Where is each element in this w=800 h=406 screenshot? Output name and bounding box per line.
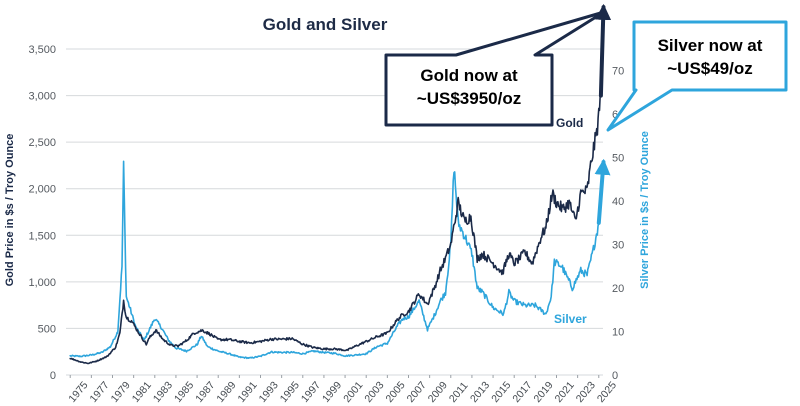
y-tick-label: 2,000 <box>28 184 56 196</box>
x-tick-label: 2001 <box>341 379 365 405</box>
y-axis-left: 0 500 1,000 1,500 2,000 2,500 3,000 3,500 <box>28 44 56 382</box>
y-tick-label: 1,500 <box>28 230 56 242</box>
x-axis: 1975197719791981198319851987198919911993… <box>66 375 619 405</box>
x-tick-label: 1993 <box>257 379 281 405</box>
grid-lines <box>66 48 603 376</box>
gold-line <box>69 94 602 365</box>
y-tick-label: 3,500 <box>28 44 56 56</box>
x-tick-label: 1997 <box>299 379 323 405</box>
x-tick-label: 1983 <box>151 379 175 405</box>
x-tick-label: 1995 <box>278 379 302 405</box>
gold-series-label: Gold <box>556 116 583 130</box>
x-tick-label: 1981 <box>130 379 154 405</box>
silver-callout-line-2: ~US$49/oz <box>667 59 753 78</box>
x-tick-label: 2013 <box>468 379 492 405</box>
gold-callout: Gold now at ~US$3950/oz <box>384 10 606 127</box>
y2-tick-label: 70 <box>612 66 624 78</box>
x-tick-label: 2023 <box>574 379 598 405</box>
x-tick-label: 2025 <box>595 379 619 405</box>
y-tick-label: 1,000 <box>28 277 56 289</box>
silver-recent-line <box>594 158 611 225</box>
silver-callout-bubble <box>606 20 788 132</box>
x-tick-label: 1985 <box>172 379 196 405</box>
y2-tick-label: 30 <box>612 240 624 252</box>
x-tick-label: 2011 <box>447 380 471 405</box>
gold-callout-bubble <box>384 10 606 127</box>
x-tick-label: 1977 <box>87 379 111 405</box>
silver-callout-line-1: Silver now at <box>658 36 763 55</box>
x-tick-label: 1989 <box>214 379 238 405</box>
y-tick-label: 3,000 <box>28 91 56 103</box>
x-tick-label: 2019 <box>531 379 555 405</box>
y-tick-label: 0 <box>50 370 56 382</box>
x-tick-label: 2009 <box>426 379 450 405</box>
x-tick-label: 2015 <box>489 379 513 405</box>
y-axis-right-label: Silver Price in $s / Troy Ounce <box>639 131 651 289</box>
x-tick-label: 2003 <box>362 379 386 405</box>
silver-callout: Silver now at ~US$49/oz <box>606 20 788 132</box>
y-tick-label: 500 <box>38 323 56 335</box>
silver-series-label: Silver <box>554 312 587 326</box>
x-tick-label: 1975 <box>66 379 90 405</box>
x-tick-label: 2005 <box>383 379 407 405</box>
y2-tick-label: 10 <box>612 327 624 339</box>
x-tick-label: 1979 <box>109 379 133 405</box>
y-axis-left-label: Gold Price in $s / Troy Ounce <box>4 134 16 287</box>
x-tick-label: 1999 <box>320 379 344 405</box>
y2-tick-label: 0 <box>612 370 618 382</box>
silver-line <box>69 160 600 360</box>
chart-title: Gold and Silver <box>263 15 388 34</box>
x-tick-label: 1987 <box>193 379 217 405</box>
gold-recent-line <box>595 3 612 98</box>
x-tick-label: 2021 <box>553 379 577 405</box>
gold-callout-line-2: ~US$3950/oz <box>417 89 521 108</box>
x-tick-label: 2007 <box>405 379 429 405</box>
y2-tick-label: 20 <box>612 283 624 295</box>
y2-tick-label: 40 <box>612 196 624 208</box>
y2-tick-label: 50 <box>612 153 624 165</box>
series-layer <box>69 3 612 365</box>
gold-callout-line-1: Gold now at <box>420 66 518 85</box>
y-tick-label: 2,500 <box>28 137 56 149</box>
x-tick-label: 1991 <box>235 379 259 405</box>
x-tick-label: 2017 <box>510 379 534 405</box>
